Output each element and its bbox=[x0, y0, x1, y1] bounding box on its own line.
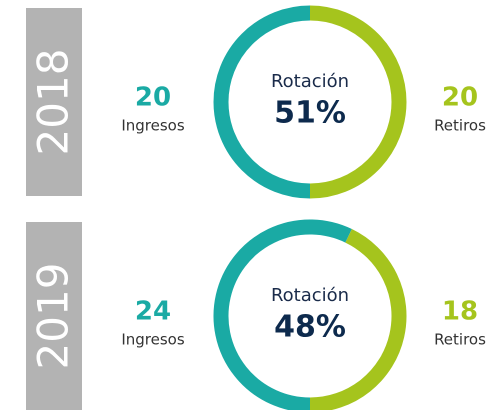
year-label: 2018 bbox=[29, 49, 78, 156]
donut-segment bbox=[309, 5, 407, 199]
center-value: 48% bbox=[274, 310, 346, 345]
center-value: 51% bbox=[274, 96, 346, 131]
side-label: Retiros bbox=[434, 117, 486, 135]
year-label: 2019 bbox=[29, 263, 78, 370]
side-label: Ingresos bbox=[121, 331, 185, 349]
center-label: Rotación bbox=[271, 285, 349, 306]
donut-segment bbox=[213, 219, 352, 410]
side-value: 18 bbox=[442, 297, 478, 327]
donut-segment bbox=[213, 5, 311, 199]
center-label: Rotación bbox=[271, 71, 349, 92]
donut-segment bbox=[309, 229, 407, 410]
year-box bbox=[26, 222, 82, 410]
side-label: Ingresos bbox=[121, 117, 185, 135]
side-value: 24 bbox=[135, 297, 171, 327]
side-label: Retiros bbox=[434, 331, 486, 349]
side-value: 20 bbox=[135, 83, 171, 113]
year-box bbox=[26, 8, 82, 196]
side-value: 20 bbox=[442, 83, 478, 113]
